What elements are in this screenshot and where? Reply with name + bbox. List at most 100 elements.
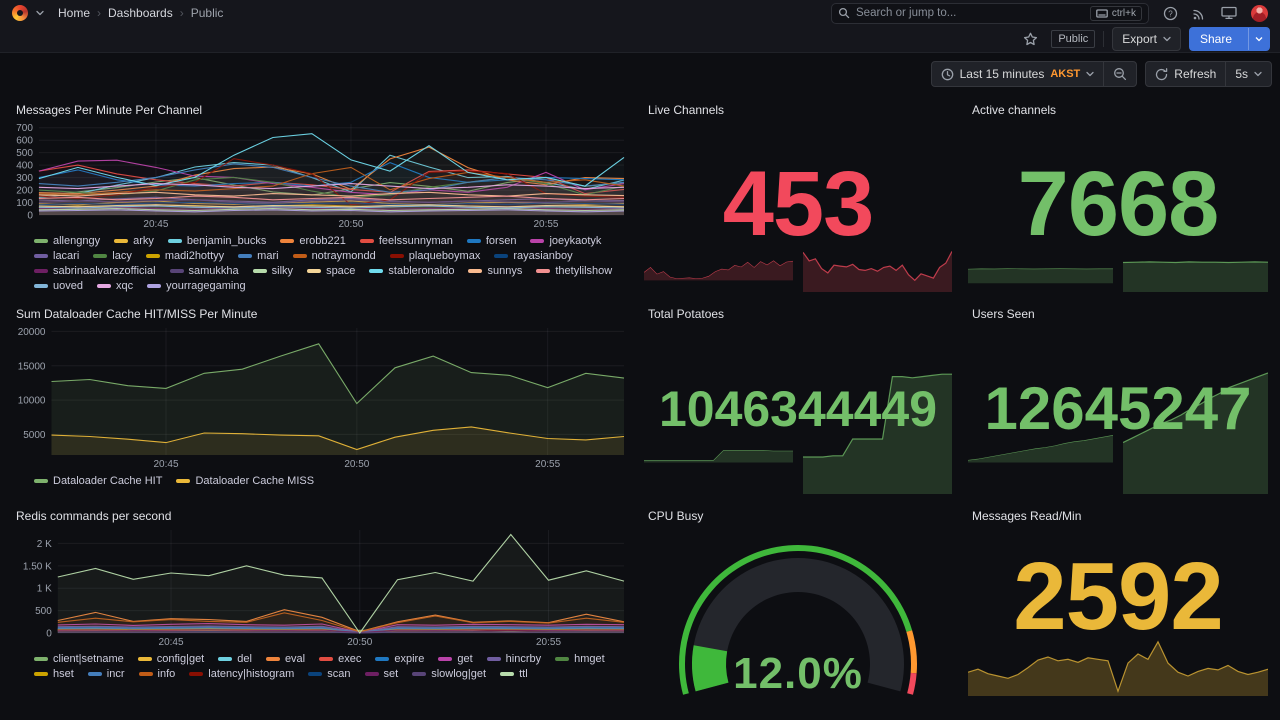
- display-icon[interactable]: [1221, 6, 1237, 20]
- legend-item-plaqueboymax[interactable]: plaqueboymax: [389, 250, 480, 262]
- panel-title[interactable]: Active channels: [972, 103, 1057, 117]
- svg-text:15000: 15000: [18, 361, 46, 372]
- panel-title[interactable]: Users Seen: [972, 307, 1035, 321]
- legend-item-rayasianboy[interactable]: rayasianboy: [494, 250, 573, 262]
- panel-messages-per-minute: Messages Per Minute Per Channel 20:45 20:…: [8, 96, 632, 296]
- svg-text:2 K: 2 K: [37, 539, 52, 550]
- legend-item-sunnys[interactable]: sunnys: [468, 265, 522, 277]
- stat-value: 1046344449: [658, 380, 938, 437]
- legend-item-erobb221[interactable]: erobb221: [280, 235, 346, 247]
- sparkline-cell: [1123, 372, 1268, 494]
- legend-item-ttl[interactable]: ttl: [500, 668, 528, 680]
- sparkline-cell: [803, 247, 952, 292]
- legend-swatch: [265, 657, 280, 661]
- svg-text:200: 200: [16, 186, 33, 197]
- legend-item-info[interactable]: info: [138, 668, 175, 680]
- share-menu-caret[interactable]: [1248, 28, 1269, 50]
- search-icon: [838, 7, 850, 19]
- legend-swatch: [438, 657, 453, 661]
- chevron-down-icon: [1163, 36, 1171, 42]
- legend-item-stableronaldo[interactable]: stableronaldo: [369, 265, 454, 277]
- grafana-logo-icon[interactable]: [12, 5, 28, 21]
- public-tag: Public: [1051, 30, 1096, 48]
- legend-item-del[interactable]: del: [218, 653, 252, 665]
- panel-title[interactable]: Redis commands per second: [16, 509, 172, 523]
- legend-item-hincrby[interactable]: hincrby: [486, 653, 541, 665]
- breadcrumb-home[interactable]: Home: [58, 6, 91, 20]
- chevron-down-icon[interactable]: [36, 10, 44, 16]
- help-icon[interactable]: ?: [1163, 6, 1178, 21]
- legend-swatch: [218, 657, 233, 661]
- legend-item-benjamin_bucks[interactable]: benjamin_bucks: [167, 235, 266, 247]
- legend-item-joeykaotyk[interactable]: joeykaotyk: [530, 235, 601, 247]
- share-button[interactable]: Share: [1188, 27, 1270, 51]
- legend-item-latency|histogram[interactable]: latency|histogram: [189, 668, 294, 680]
- star-icon[interactable]: [1017, 27, 1043, 51]
- legend-item-lacari[interactable]: lacari: [34, 250, 79, 262]
- legend-item-notraymondd[interactable]: notraymondd: [292, 250, 376, 262]
- breadcrumb-public[interactable]: Public: [190, 6, 224, 20]
- stat-value: 453: [722, 153, 875, 255]
- legend-item-arky[interactable]: arky: [114, 235, 154, 247]
- legend-swatch: [34, 479, 48, 483]
- legend-item-exec[interactable]: exec: [319, 653, 361, 665]
- news-icon[interactable]: [1192, 6, 1207, 21]
- legend-item-madi2hottyy[interactable]: madi2hottyy: [145, 250, 224, 262]
- svg-text:700: 700: [16, 123, 33, 134]
- legend-item-hmget[interactable]: hmget: [555, 653, 605, 665]
- panel-title[interactable]: CPU Busy: [648, 509, 704, 523]
- legend-item-allengngy[interactable]: allengngy: [34, 235, 100, 247]
- panel-title[interactable]: Live Channels: [648, 103, 725, 117]
- legend-swatch: [369, 269, 384, 273]
- svg-text:20:50: 20:50: [347, 637, 372, 648]
- legend-item-silky[interactable]: silky: [252, 265, 293, 277]
- legend-swatch: [555, 657, 570, 661]
- legend-item-scan[interactable]: scan: [308, 668, 351, 680]
- legend-item-thetylilshow[interactable]: thetylilshow: [536, 265, 612, 277]
- svg-text:0: 0: [46, 629, 52, 640]
- breadcrumb-dashboards[interactable]: Dashboards: [108, 6, 173, 20]
- legend-item-mari[interactable]: mari: [238, 250, 279, 262]
- legend-swatch: [389, 254, 404, 258]
- legend-item-sabrinaalvarezofficial[interactable]: sabrinaalvarezofficial: [34, 265, 156, 277]
- refresh-button[interactable]: Refresh: [1146, 62, 1225, 86]
- legend-swatch: [536, 269, 551, 273]
- time-range-picker[interactable]: Last 15 minutes AKST: [932, 62, 1104, 86]
- legend-item-get[interactable]: get: [438, 653, 473, 665]
- legend-item-slowlog|get[interactable]: slowlog|get: [412, 668, 486, 680]
- zoom-out-button[interactable]: [1103, 62, 1136, 86]
- legend-item-client|setname[interactable]: client|setname: [34, 653, 124, 665]
- sparkline-cell: [968, 258, 1113, 292]
- legend-swatch: [96, 284, 111, 288]
- legend-item-hset[interactable]: hset: [34, 668, 74, 680]
- legend-item-Dataloader Cache MISS[interactable]: Dataloader Cache MISS: [176, 475, 314, 487]
- panel-title[interactable]: Messages Read/Min: [972, 509, 1082, 523]
- legend-item-incr[interactable]: incr: [87, 668, 125, 680]
- legend-item-samukkha[interactable]: samukkha: [169, 265, 239, 277]
- search-input[interactable]: Search or jump to... ctrl+k: [831, 2, 1149, 24]
- svg-text:20:55: 20:55: [536, 637, 561, 648]
- sparkline-cell: [644, 247, 793, 292]
- panel-title[interactable]: Sum Dataloader Cache HIT/MISS Per Minute: [16, 307, 258, 321]
- legend-swatch: [189, 672, 204, 676]
- legend-item-xqc[interactable]: xqc: [96, 280, 133, 292]
- stat-value: 12645247: [984, 374, 1252, 442]
- panel-title[interactable]: Total Potatoes: [648, 307, 725, 321]
- legend-item-feelssunnyman[interactable]: feelssunnyman: [359, 235, 453, 247]
- sparkline-cell: [644, 372, 793, 494]
- legend-item-uoved[interactable]: uoved: [34, 280, 83, 292]
- legend-item-Dataloader Cache HIT[interactable]: Dataloader Cache HIT: [34, 475, 162, 487]
- legend-item-lacy[interactable]: lacy: [93, 250, 132, 262]
- stat-value: 7668: [1017, 153, 1220, 255]
- legend-item-space[interactable]: space: [307, 265, 355, 277]
- panel-title[interactable]: Messages Per Minute Per Channel: [16, 103, 203, 117]
- legend-item-expire[interactable]: expire: [375, 653, 424, 665]
- legend-item-eval[interactable]: eval: [265, 653, 305, 665]
- legend-item-forsen[interactable]: forsen: [466, 235, 516, 247]
- avatar[interactable]: [1251, 4, 1268, 22]
- legend-item-yourragegaming[interactable]: yourragegaming: [147, 280, 246, 292]
- refresh-interval-picker[interactable]: 5s: [1225, 62, 1271, 86]
- legend-item-config|get[interactable]: config|get: [137, 653, 204, 665]
- legend-item-set[interactable]: set: [364, 668, 398, 680]
- export-button[interactable]: Export: [1112, 27, 1181, 51]
